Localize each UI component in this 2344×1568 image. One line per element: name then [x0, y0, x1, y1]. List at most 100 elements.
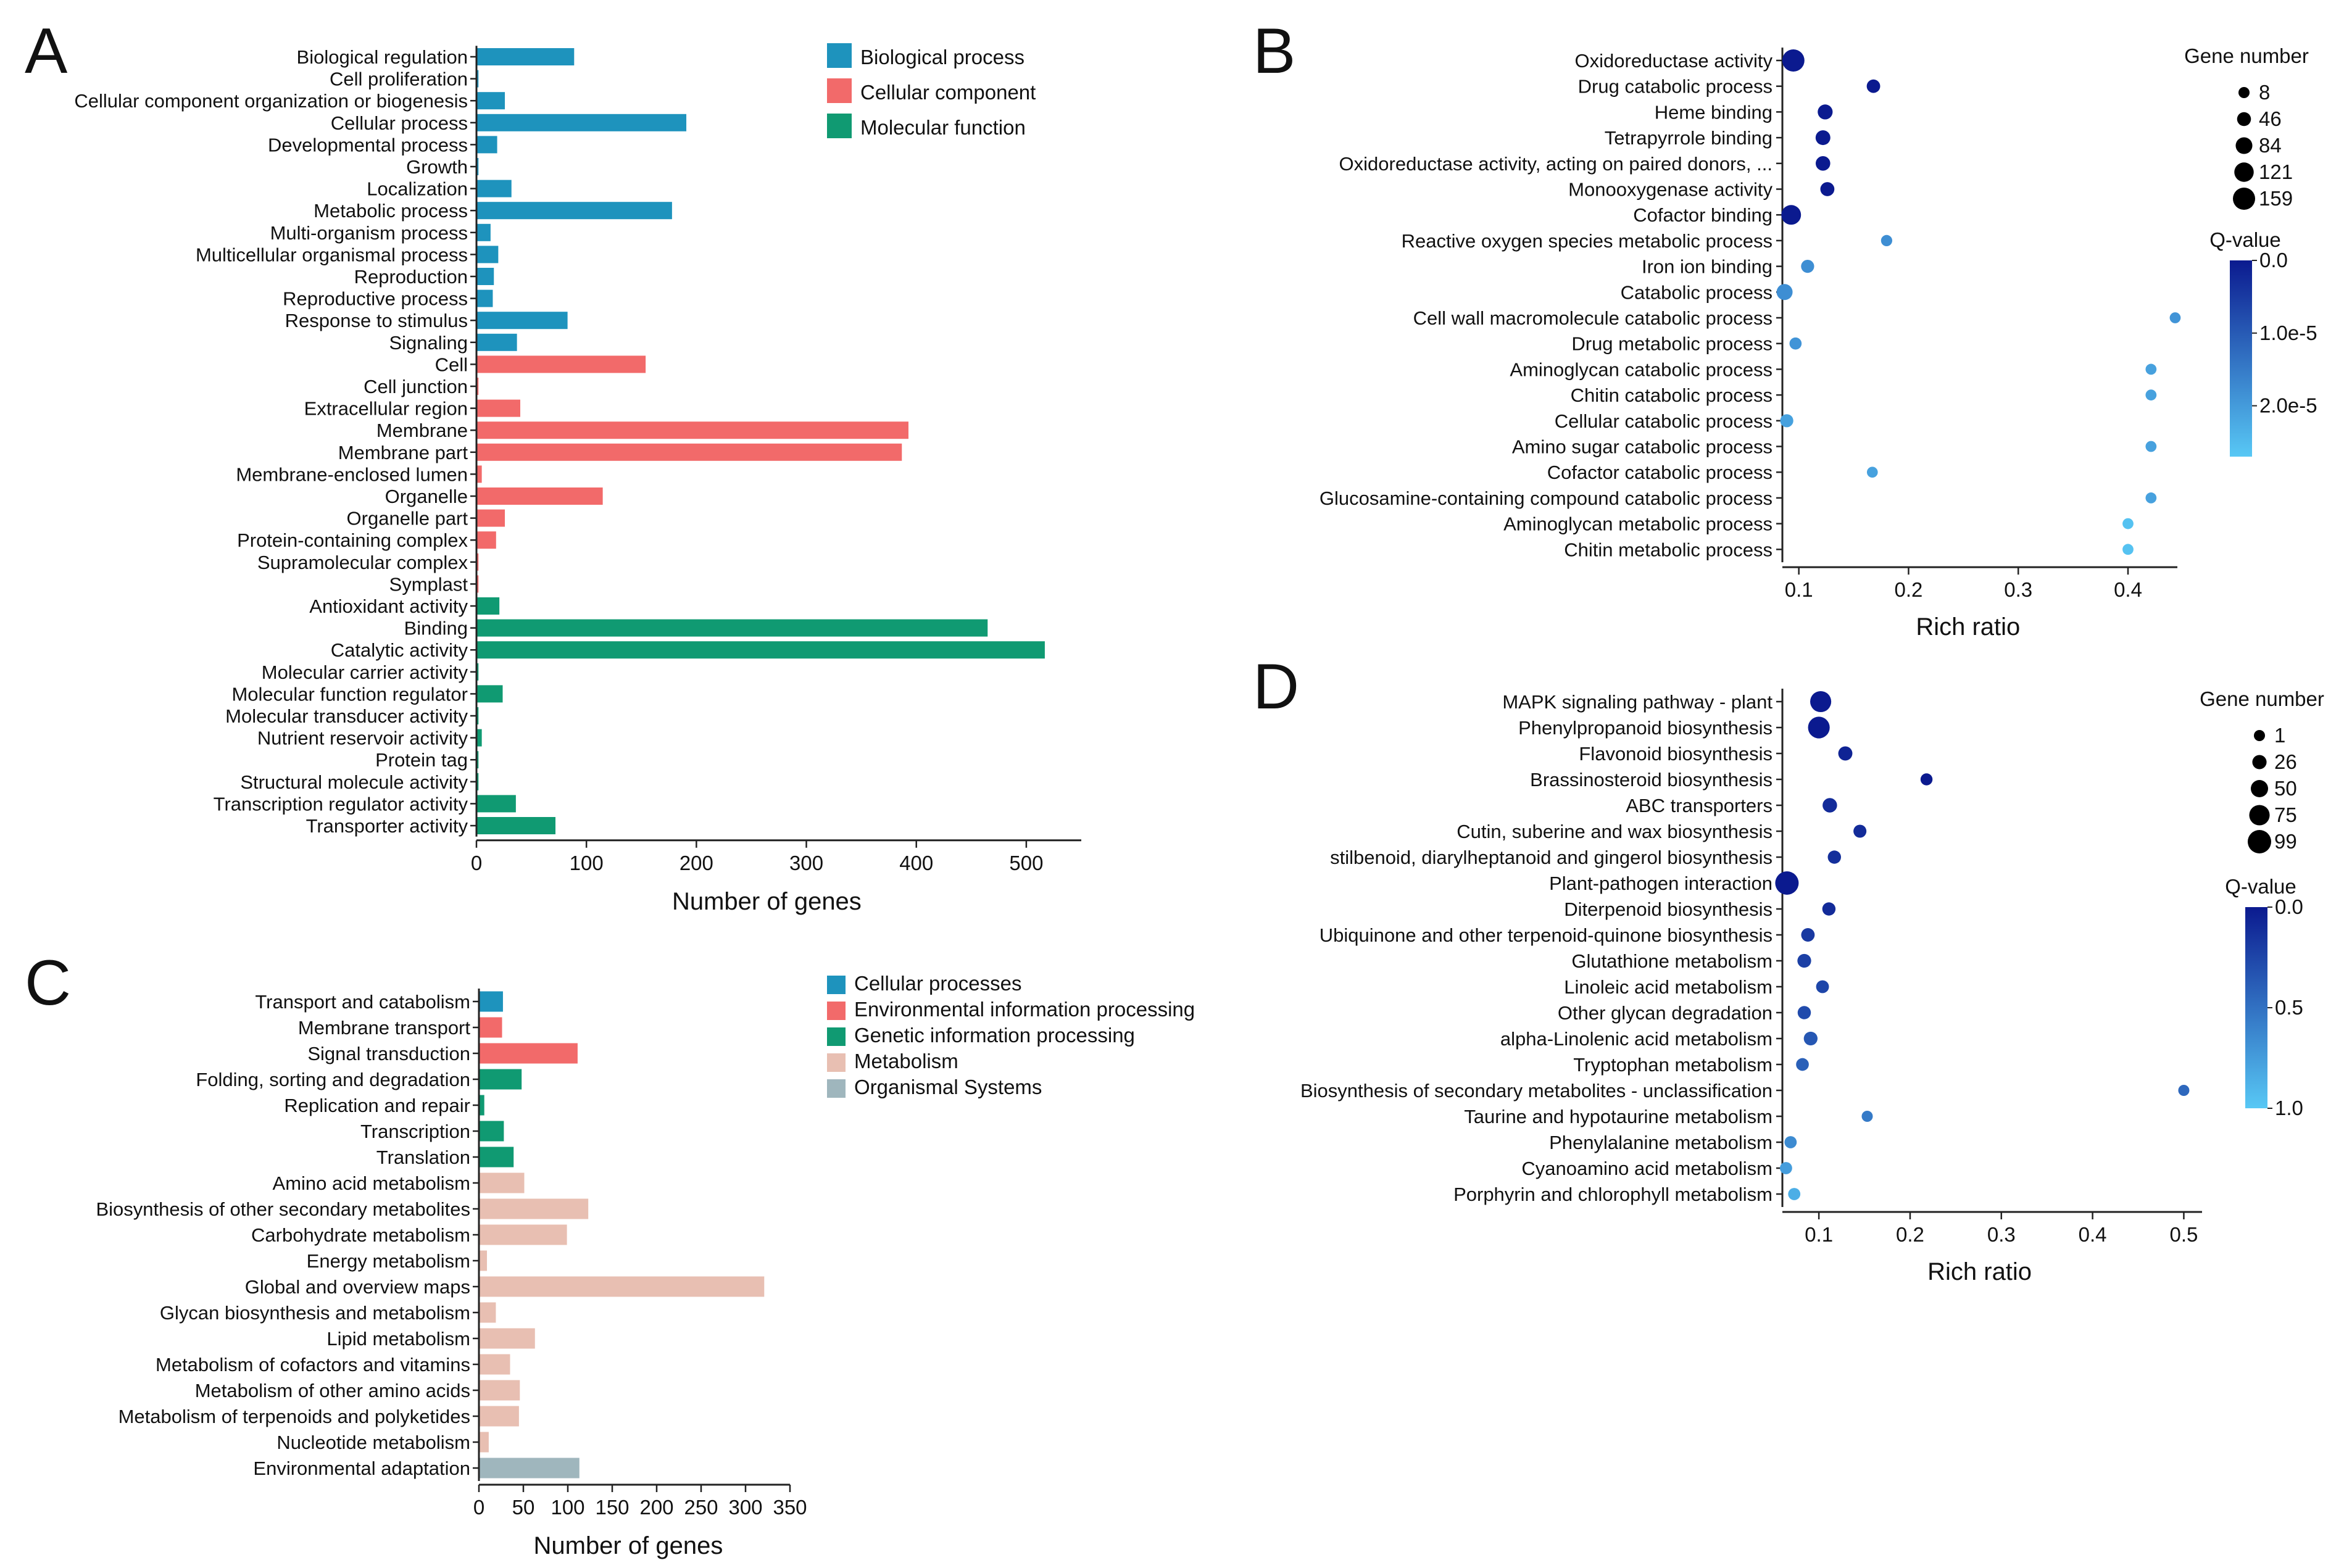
scatter-point [1775, 871, 1799, 895]
size-legend-label: 8 [2259, 81, 2270, 104]
y-tick-label: Antioxidant activity [309, 595, 468, 617]
legend-label: Cellular component [860, 81, 1036, 104]
y-tick-label: Glycan biosynthesis and metabolism [160, 1302, 470, 1324]
legend-label: Molecular function [860, 116, 1026, 139]
bar [477, 443, 902, 461]
panel-c-letter: C [25, 947, 71, 1019]
bar [480, 1432, 489, 1453]
y-tick-label: Porphyrin and chlorophyll metabolism [1453, 1184, 1773, 1205]
y-tick-label: Cell proliferation [330, 68, 468, 90]
size-legend-dot [2238, 87, 2250, 98]
legend-swatch [827, 1027, 846, 1046]
scatter-point [1810, 691, 1832, 713]
y-tick-label: Catalytic activity [331, 639, 468, 661]
size-legend-dot [2254, 730, 2265, 741]
bar [480, 1276, 765, 1297]
y-tick-label: Transcription regulator activity [214, 793, 468, 815]
scatter-point [1797, 1006, 1811, 1019]
scatter-point [1818, 104, 1833, 120]
x-axis-title: Rich ratio [1916, 613, 2020, 641]
bar [477, 619, 988, 637]
y-tick-label: Cell [435, 354, 468, 375]
y-tick-label: Multi-organism process [270, 222, 468, 244]
y-tick-label: Structural molecule activity [240, 771, 468, 793]
size-legend-dot [2234, 162, 2254, 182]
size-legend-dot [2233, 188, 2255, 210]
y-tick-label: Cutin, suberine and wax biosynthesis [1457, 821, 1773, 842]
size-legend-label: 75 [2274, 803, 2297, 826]
bar [477, 685, 503, 703]
bar [477, 487, 603, 505]
y-tick-label: Reproductive process [283, 288, 468, 310]
y-tick-label: Environmental adaptation [253, 1458, 470, 1479]
y-tick-label: Metabolic process [314, 200, 468, 222]
y-tick-label: Developmental process [268, 134, 468, 156]
y-tick-label: Catabolic process [1621, 281, 1773, 303]
y-tick-label: Chitin metabolic process [1564, 539, 1773, 560]
scatter-point [1780, 414, 1793, 428]
scatter-point [2178, 1085, 2190, 1096]
scatter-point [1779, 1162, 1792, 1174]
y-tick-label: Metabolism of terpenoids and polyketides [118, 1406, 470, 1427]
bar [480, 1095, 484, 1116]
size-legend-label: 1 [2274, 724, 2285, 747]
y-tick-label: Biosynthesis of secondary metabolites - … [1300, 1080, 1773, 1101]
bar [477, 333, 517, 351]
bar [480, 1328, 535, 1349]
x-axis-title: Number of genes [533, 1532, 723, 1559]
legend-label: Cellular processes [854, 972, 1021, 995]
y-tick-label: Extracellular region [304, 398, 468, 420]
colorbar-tick-label: 0.0 [2275, 895, 2303, 918]
colorbar-tick-label: 2.0e-5 [2259, 394, 2317, 417]
panel-b: B Oxidoreductase activity Drug catabolic … [1253, 15, 2317, 641]
scatter-point [1789, 337, 1802, 350]
y-tick-label: Global and overview maps [245, 1276, 470, 1298]
y-tick-label: Symplast [389, 573, 468, 595]
scatter-point [2169, 312, 2181, 323]
y-tick-label: Energy metabolism [307, 1250, 470, 1272]
bar [480, 1250, 488, 1271]
y-tick-label: Aminoglycan catabolic process [1510, 359, 1773, 380]
bar [477, 312, 568, 330]
scatter-point [1861, 1111, 1873, 1122]
legend-swatch [827, 1053, 846, 1072]
y-tick-label: Aminoglycan metabolic process [1503, 513, 1773, 535]
y-tick-label: Reactive oxygen species metabolic proces… [1402, 230, 1773, 252]
bar [477, 48, 575, 65]
scatter-point [1816, 980, 1829, 993]
y-tick-label: Glucosamine-containing compound cataboli… [1320, 487, 1773, 509]
bar [477, 531, 496, 549]
x-tick-label: 500 [1009, 852, 1043, 874]
y-tick-label: Cyanoamino acid metabolism [1521, 1158, 1773, 1179]
x-tick-label: 200 [680, 852, 713, 874]
legend-swatch [827, 43, 852, 68]
bar [477, 707, 479, 724]
y-tick-label: Diterpenoid biosynthesis [1564, 898, 1773, 920]
y-tick-label: Folding, sorting and degradation [196, 1069, 470, 1090]
y-tick-label: Organelle [385, 486, 468, 507]
bar [477, 136, 497, 154]
y-tick-label: Response to stimulus [285, 310, 468, 331]
scatter-point [2145, 389, 2157, 400]
y-tick-label: stilbenoid, diarylheptanoid and gingerol… [1330, 847, 1773, 868]
scatter-point [1822, 798, 1837, 813]
bar [480, 1172, 525, 1193]
bar [477, 355, 646, 373]
y-tick-label: Ubiquinone and other terpenoid-quinone b… [1320, 924, 1773, 946]
bar [477, 465, 482, 483]
y-tick-label: Supramolecular complex [257, 552, 468, 573]
y-tick-label: Molecular carrier activity [262, 662, 468, 683]
legend-label: Environmental information processing [854, 998, 1195, 1021]
bar [477, 223, 491, 241]
size-legend-dot [2251, 780, 2268, 797]
y-tick-label: Translation [376, 1147, 470, 1168]
color-legend-title: Q-value [2209, 228, 2281, 251]
scatter-point [1796, 1058, 1809, 1071]
bar [480, 1354, 510, 1375]
y-tick-label: Cofactor catabolic process [1547, 462, 1773, 483]
bar [477, 246, 499, 263]
bar [480, 1458, 580, 1479]
x-tick-label: 50 [512, 1496, 535, 1519]
x-tick-label: 400 [899, 852, 933, 874]
